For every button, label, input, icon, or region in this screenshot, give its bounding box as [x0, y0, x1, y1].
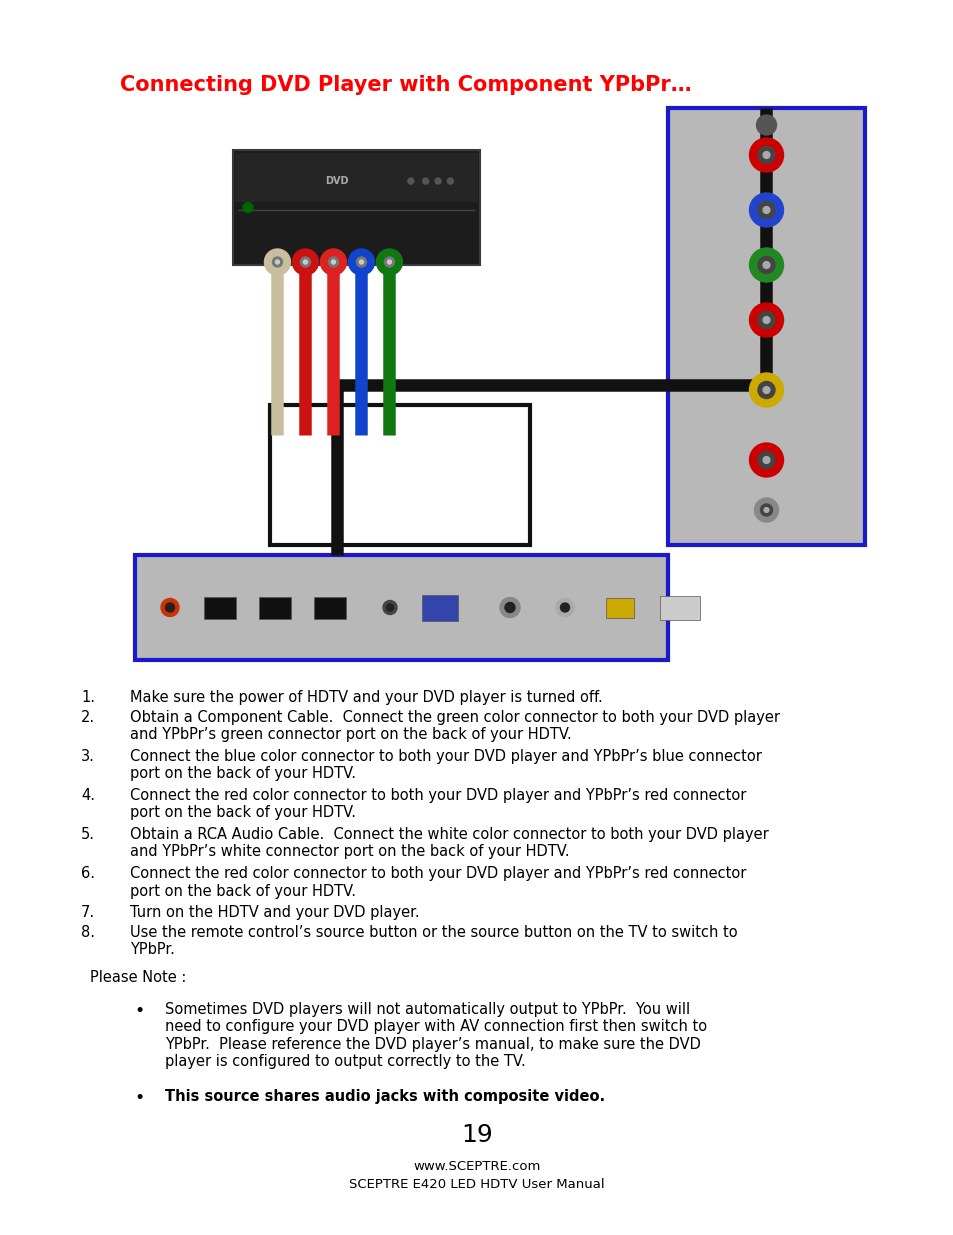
Text: Obtain a Component Cable.  Connect the green color connector to both your DVD pl: Obtain a Component Cable. Connect the gr…	[130, 710, 780, 742]
Text: DVD: DVD	[325, 177, 348, 186]
Circle shape	[758, 452, 774, 468]
Text: Connect the red color connector to both your DVD player and YPbPr’s red connecto: Connect the red color connector to both …	[130, 866, 745, 899]
Circle shape	[758, 201, 774, 219]
Text: •: •	[134, 1089, 145, 1107]
Circle shape	[762, 262, 769, 268]
Circle shape	[447, 178, 453, 184]
Text: www.SCEPTRE.com: www.SCEPTRE.com	[413, 1160, 540, 1173]
Circle shape	[762, 206, 769, 214]
Text: 8.: 8.	[81, 925, 95, 940]
Circle shape	[762, 152, 769, 158]
Circle shape	[758, 147, 774, 163]
Bar	[234, 153, 477, 201]
Circle shape	[758, 311, 774, 329]
Circle shape	[763, 508, 768, 513]
Circle shape	[384, 257, 394, 267]
Text: 1.: 1.	[81, 690, 95, 705]
Text: Make sure the power of HDTV and your DVD player is turned off.: Make sure the power of HDTV and your DVD…	[130, 690, 602, 705]
Text: Connect the blue color connector to both your DVD player and YPbPr’s blue connec: Connect the blue color connector to both…	[130, 748, 761, 781]
Text: This source shares audio jacks with composite video.: This source shares audio jacks with comp…	[165, 1089, 604, 1104]
Text: •: •	[134, 1002, 145, 1020]
Bar	[314, 597, 346, 619]
Bar	[135, 107, 864, 659]
Circle shape	[422, 178, 428, 184]
Circle shape	[762, 387, 769, 394]
Circle shape	[387, 261, 391, 264]
Text: 5.: 5.	[81, 827, 95, 842]
Circle shape	[303, 261, 307, 264]
Circle shape	[749, 303, 782, 337]
Circle shape	[320, 249, 346, 275]
Circle shape	[408, 178, 414, 184]
Circle shape	[749, 373, 782, 408]
Circle shape	[758, 382, 774, 399]
Text: 3.: 3.	[81, 748, 95, 763]
Circle shape	[382, 600, 396, 615]
Circle shape	[762, 316, 769, 324]
Text: 2.: 2.	[81, 710, 95, 725]
Text: SCEPTRE E420 LED HDTV User Manual: SCEPTRE E420 LED HDTV User Manual	[349, 1178, 604, 1191]
Bar	[659, 595, 700, 620]
Circle shape	[348, 249, 375, 275]
Text: 6.: 6.	[81, 866, 95, 882]
Circle shape	[749, 193, 782, 227]
Circle shape	[243, 203, 253, 212]
Circle shape	[376, 249, 402, 275]
Circle shape	[359, 261, 363, 264]
Bar	[233, 149, 479, 266]
Bar	[204, 597, 235, 619]
Text: 7.: 7.	[81, 905, 95, 920]
Circle shape	[560, 603, 569, 613]
Circle shape	[754, 498, 778, 522]
Text: Turn on the HDTV and your DVD player.: Turn on the HDTV and your DVD player.	[130, 905, 419, 920]
Bar	[270, 405, 530, 545]
Circle shape	[556, 599, 574, 616]
Bar	[135, 555, 667, 659]
Circle shape	[760, 504, 772, 516]
Circle shape	[293, 249, 318, 275]
Circle shape	[331, 261, 335, 264]
Text: 19: 19	[460, 1123, 493, 1147]
Circle shape	[275, 261, 279, 264]
Circle shape	[749, 443, 782, 477]
Bar	[667, 107, 864, 545]
Text: Connecting DVD Player with Component YPbPr…: Connecting DVD Player with Component YPb…	[120, 75, 691, 95]
Text: Use the remote control’s source button or the source button on the TV to switch : Use the remote control’s source button o…	[130, 925, 737, 957]
Circle shape	[762, 457, 769, 463]
Circle shape	[161, 599, 179, 616]
Circle shape	[504, 603, 515, 613]
Text: Obtain a RCA Audio Cable.  Connect the white color connector to both your DVD pl: Obtain a RCA Audio Cable. Connect the wh…	[130, 827, 768, 860]
Circle shape	[435, 178, 440, 184]
Text: Sometimes DVD players will not automatically output to YPbPr.  You will
need to : Sometimes DVD players will not automatic…	[165, 1002, 706, 1070]
Bar	[605, 598, 634, 618]
Text: Please Note :: Please Note :	[90, 969, 186, 986]
Circle shape	[300, 257, 310, 267]
Circle shape	[756, 115, 776, 135]
Circle shape	[749, 248, 782, 282]
Circle shape	[499, 598, 519, 618]
Circle shape	[328, 257, 338, 267]
Text: Connect the red color connector to both your DVD player and YPbPr’s red connecto: Connect the red color connector to both …	[130, 788, 745, 820]
Circle shape	[386, 604, 393, 611]
Bar	[421, 594, 457, 620]
Circle shape	[749, 138, 782, 172]
Text: 4.: 4.	[81, 788, 95, 803]
Circle shape	[356, 257, 366, 267]
Circle shape	[758, 257, 774, 273]
Circle shape	[165, 603, 174, 613]
Circle shape	[273, 257, 282, 267]
Circle shape	[264, 249, 290, 275]
Bar	[258, 597, 291, 619]
